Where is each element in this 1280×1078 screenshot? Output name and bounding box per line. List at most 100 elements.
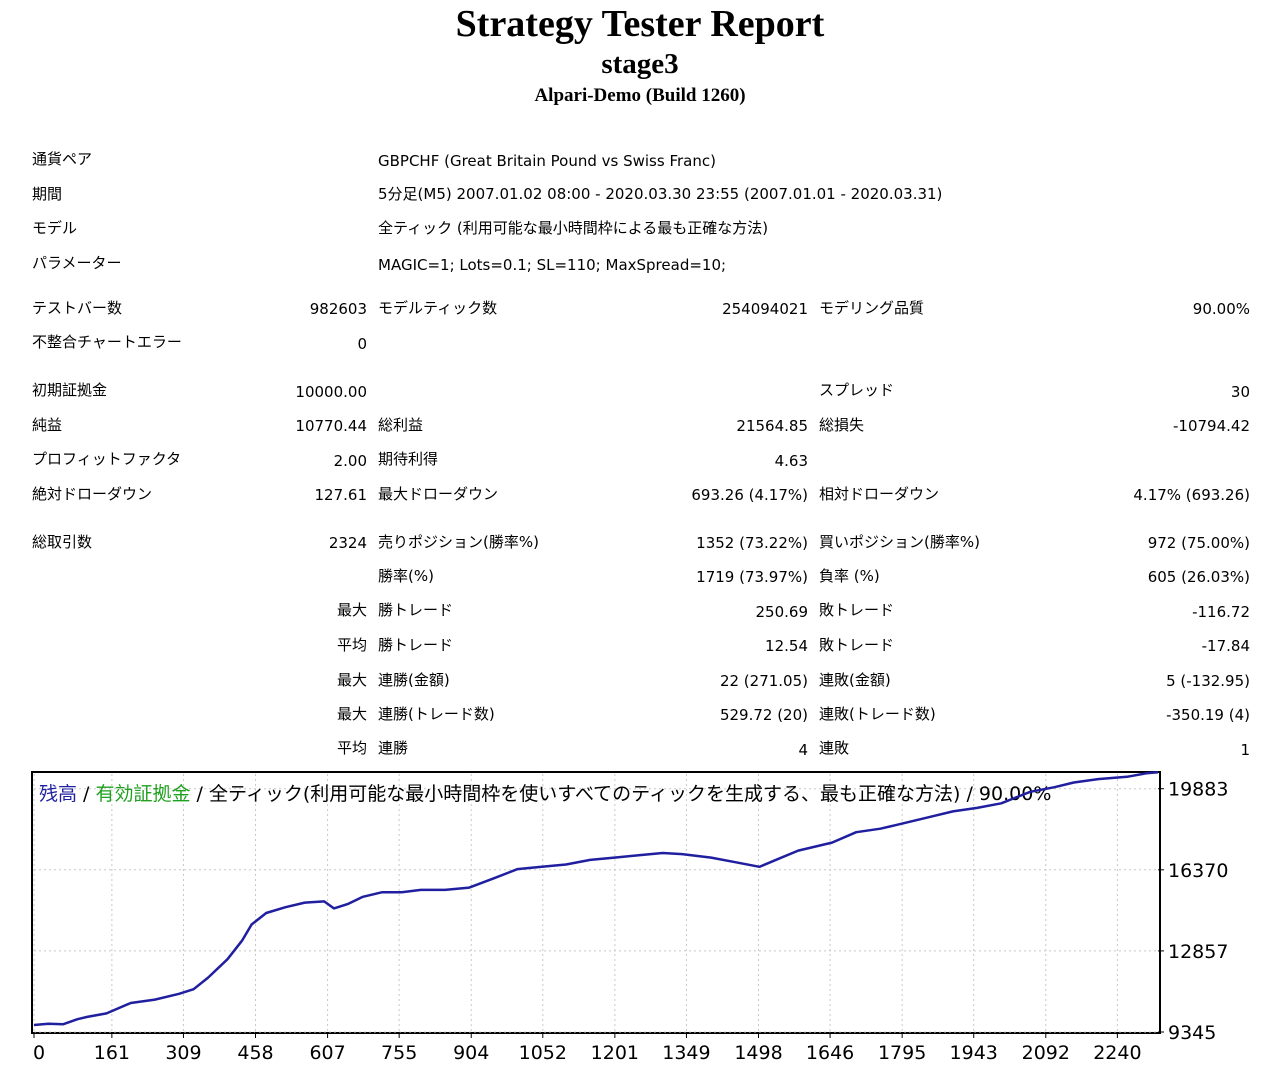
chart-frame (31, 771, 1161, 1034)
expected-payoff-value: 4.63 (774, 452, 808, 470)
legend-description: / 全ティック(利用可能な最小時間枠を使いすべてのティックを生成する、最も正確な… (191, 783, 1052, 805)
long-positions-label: 買いポジション(勝率%) (819, 533, 980, 551)
largest-loss-value: -116.72 (1192, 603, 1250, 621)
win-rate-value: 1719 (73.97%) (696, 568, 808, 586)
max-consec-wins-trades-value: 529.72 (20) (719, 706, 808, 724)
x-tick-label: 1052 (519, 1042, 567, 1064)
max-consec-losses-trades-value: -350.19 (4) (1166, 706, 1250, 724)
gross-profit-label: 総利益 (378, 416, 424, 434)
symbol-label: 通貨ペア (32, 150, 93, 168)
symbol-value: GBPCHF (Great Britain Pound vs Swiss Fra… (378, 152, 716, 170)
total-trades-label: 総取引数 (32, 533, 93, 551)
model-label: モデル (32, 219, 78, 237)
avg-consec-prefix: 平均 (336, 739, 367, 757)
max-consec-trades-prefix: 最大 (336, 705, 367, 723)
gross-loss-value: -10794.42 (1173, 417, 1250, 435)
max-consec-money-prefix: 最大 (336, 671, 367, 689)
avg-consec-losses-label: 連敗 (819, 739, 850, 757)
average-win-label: 勝トレード (378, 636, 454, 654)
max-consec-wins-money-value: 22 (271.05) (719, 672, 808, 690)
x-tick-label: 2240 (1093, 1042, 1141, 1064)
x-axis: 0 161 309 458 607 755 904 1052 1201 1349 1498 1646 1… (33, 1032, 1142, 1064)
legend-separator: / (77, 783, 95, 805)
gross-loss-label: 総損失 (819, 416, 865, 434)
initial-deposit-value: 10000.00 (295, 383, 367, 401)
period-value: 5分足(M5) 2007.01.02 08:00 - 2020.03.30 23… (378, 185, 943, 203)
x-tick-label: 1646 (806, 1042, 854, 1064)
expert-name: stage3 (601, 48, 679, 80)
absolute-drawdown-value: 127.61 (314, 486, 368, 504)
maximal-drawdown-value: 693.26 (4.17%) (691, 486, 808, 504)
expected-payoff-label: 期待利得 (378, 450, 439, 468)
max-consec-wins-money-label: 連勝(金額) (378, 671, 450, 689)
x-tick-label: 607 (309, 1042, 345, 1064)
average-prefix: 平均 (336, 636, 367, 654)
modeling-quality-value: 90.00% (1192, 300, 1250, 318)
net-profit-value: 10770.44 (295, 417, 367, 435)
absolute-drawdown-label: 絶対ドローダウン (32, 485, 153, 503)
relative-drawdown-label: 相対ドローダウン (819, 485, 940, 503)
model-ticks-value: 254094021 (722, 300, 808, 318)
chart-grid (33, 774, 1158, 1033)
x-tick-label: 1943 (950, 1042, 998, 1064)
x-tick-label: 904 (453, 1042, 489, 1064)
parameters-value: MAGIC=1; Lots=0.1; SL=110; MaxSpread=10; (378, 256, 727, 274)
short-positions-value: 1352 (73.22%) (696, 534, 808, 552)
y-tick-label: 19883 (1168, 779, 1228, 801)
test-bars-value: 982603 (309, 300, 367, 318)
max-consec-wins-trades-label: 連勝(トレード数) (378, 705, 495, 723)
model-ticks-label: モデルティック数 (378, 299, 498, 317)
mismatch-errors-label: 不整合チャートエラー (32, 333, 182, 351)
mismatch-errors-value: 0 (357, 335, 367, 353)
largest-win-label: 勝トレード (378, 601, 454, 619)
legend-equity: 有効証拠金 (96, 783, 191, 805)
x-tick-label: 1795 (878, 1042, 926, 1064)
x-tick-label: 1349 (662, 1042, 710, 1064)
modeling-quality-label: モデリング品質 (819, 299, 925, 317)
x-tick-label: 0 (33, 1042, 45, 1064)
x-tick-label: 2092 (1022, 1042, 1070, 1064)
relative-drawdown-value: 4.17% (693.26) (1133, 486, 1250, 504)
test-bars-label: テストバー数 (32, 299, 123, 317)
largest-loss-label: 敗トレード (819, 601, 895, 619)
balance-chart: 残高 / 有効証拠金 / 全ティック(利用可能な最小時間枠を使いすべてのティック… (31, 771, 1228, 1064)
short-positions-label: 売りポジション(勝率%) (378, 533, 539, 551)
chart-legend: 残高 / 有効証拠金 / 全ティック(利用可能な最小時間枠を使いすべてのティック… (39, 783, 1051, 805)
maximal-drawdown-label: 最大ドローダウン (378, 485, 499, 503)
y-tick-label: 12857 (1168, 941, 1228, 963)
initial-deposit-label: 初期証拠金 (32, 381, 108, 399)
y-axis: 19883 16370 12857 9345 (1158, 779, 1228, 1044)
net-profit-label: 純益 (32, 416, 63, 434)
x-tick-label: 1201 (591, 1042, 639, 1064)
report-title: Strategy Tester Report (455, 3, 825, 45)
x-tick-label: 755 (381, 1042, 417, 1064)
server-info: Alpari-Demo (Build 1260) (534, 85, 746, 106)
largest-win-value: 250.69 (755, 603, 809, 621)
average-win-value: 12.54 (765, 637, 808, 655)
total-trades-value: 2324 (328, 534, 367, 552)
y-tick-label: 9345 (1168, 1022, 1216, 1044)
x-tick-label: 309 (165, 1042, 201, 1064)
spread-label: スプレッド (819, 381, 895, 399)
average-loss-label: 敗トレード (819, 636, 895, 654)
legend-balance: 残高 (39, 783, 77, 805)
x-tick-label: 1498 (734, 1042, 782, 1064)
profit-factor-label: プロフィットファクタ (32, 450, 182, 468)
y-tick-label: 16370 (1168, 860, 1228, 882)
largest-prefix: 最大 (336, 601, 367, 619)
average-loss-value: -17.84 (1201, 637, 1250, 655)
loss-rate-label: 負率 (%) (819, 567, 880, 585)
x-tick-label: 458 (237, 1042, 273, 1064)
spread-value: 30 (1230, 383, 1250, 401)
model-value: 全ティック (利用可能な最小時間枠による最も正確な方法) (378, 219, 769, 237)
loss-rate-value: 605 (26.03%) (1147, 568, 1250, 586)
max-consec-losses-money-value: 5 (-132.95) (1166, 672, 1250, 690)
gross-profit-value: 21564.85 (736, 417, 808, 435)
balance-line (33, 771, 1159, 1027)
avg-consec-wins-label: 連勝 (378, 739, 409, 757)
period-label: 期間 (32, 185, 63, 203)
max-consec-losses-money-label: 連敗(金額) (819, 671, 891, 689)
avg-consec-losses-value: 1 (1240, 741, 1250, 759)
parameters-label: パラメーター (32, 254, 122, 272)
chart-series (33, 771, 1159, 1027)
